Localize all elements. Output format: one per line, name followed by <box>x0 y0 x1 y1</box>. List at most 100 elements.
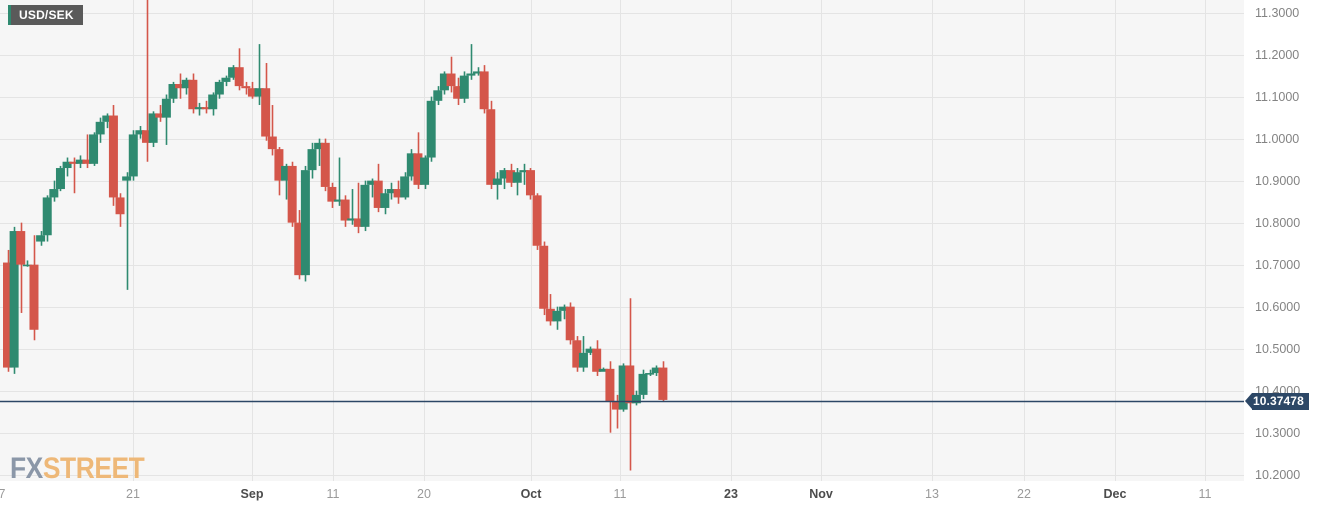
candle <box>300 165 310 282</box>
candle-body <box>446 73 456 87</box>
candle <box>142 0 152 162</box>
candle-body <box>42 197 52 236</box>
candle-body <box>459 75 469 99</box>
x-tick-label: 20 <box>417 487 431 501</box>
candle-body <box>300 170 310 276</box>
candle <box>234 48 244 91</box>
candle-body <box>340 199 350 221</box>
candle-body <box>598 368 608 372</box>
candle <box>545 294 555 326</box>
candle-body <box>347 218 357 221</box>
candle-body <box>479 71 489 110</box>
candle-body <box>122 176 132 181</box>
candle <box>55 165 65 192</box>
candle-body <box>532 195 542 246</box>
candle-body <box>433 90 443 101</box>
candle-body <box>115 197 125 215</box>
candle-body <box>612 401 622 410</box>
candle <box>115 193 125 227</box>
candle-body <box>539 245 549 309</box>
candle <box>254 44 264 106</box>
candle <box>247 81 257 99</box>
x-tick-label: 7 <box>0 487 6 501</box>
candle-body <box>360 184 370 227</box>
candle-body <box>95 121 105 135</box>
candle <box>625 298 635 471</box>
candle-body <box>307 149 317 171</box>
candle <box>122 172 132 290</box>
y-tick-label: 11.1000 <box>1255 89 1300 104</box>
candle <box>658 361 668 402</box>
candle <box>148 111 158 148</box>
candle <box>175 73 185 99</box>
candle <box>261 63 271 141</box>
candle <box>479 65 489 114</box>
candle <box>559 304 569 320</box>
candle-body <box>161 98 171 118</box>
candle-body <box>194 107 204 110</box>
candle <box>241 81 251 95</box>
candle-body <box>320 142 330 187</box>
candle-body <box>400 176 410 198</box>
candle <box>400 172 410 200</box>
candle <box>598 367 608 372</box>
x-tick-label: 11 <box>613 487 627 501</box>
candle-body <box>499 170 509 179</box>
x-tick-label: Sep <box>240 487 264 501</box>
candle-body <box>254 88 264 97</box>
candle <box>499 168 509 190</box>
candle <box>572 336 582 372</box>
candle-body <box>208 94 218 110</box>
candle <box>539 241 549 316</box>
candle <box>565 302 575 345</box>
candle-body <box>168 84 178 99</box>
candle <box>161 94 171 145</box>
candle <box>347 189 357 225</box>
candle-body <box>605 368 615 402</box>
candle-body <box>36 235 46 242</box>
candle <box>128 130 138 181</box>
candle <box>75 155 85 169</box>
candle <box>102 113 112 129</box>
candle <box>426 96 436 162</box>
candle <box>9 226 19 374</box>
candle <box>181 77 191 95</box>
candle-body <box>62 161 72 169</box>
candle-body <box>22 264 32 267</box>
candle <box>393 180 403 204</box>
candle <box>453 77 463 106</box>
candle-body <box>16 231 26 265</box>
candle <box>592 340 602 376</box>
candle-body <box>221 77 231 82</box>
candle <box>334 157 343 206</box>
candle <box>201 100 211 114</box>
candle <box>214 79 224 99</box>
candle <box>486 100 496 190</box>
candle-body <box>492 178 502 185</box>
instrument-badge: USD/SEK <box>8 5 83 25</box>
candle-body <box>142 130 152 143</box>
x-tick-label: Oct <box>520 487 542 501</box>
candle <box>446 56 456 93</box>
candle-body <box>473 71 483 74</box>
candle-body <box>453 86 463 99</box>
candle <box>406 149 416 181</box>
candle-body <box>9 231 19 368</box>
plot-area[interactable] <box>0 0 1244 481</box>
candle-body <box>373 180 383 208</box>
candle-body <box>426 100 436 158</box>
candle <box>208 92 218 116</box>
candle-body <box>188 79 198 110</box>
candle <box>228 65 238 80</box>
candle-body <box>175 84 185 89</box>
candle-body <box>214 81 224 95</box>
fxstreet-watermark: FXSTREET <box>10 452 145 486</box>
candle-body <box>367 180 377 185</box>
candle <box>386 182 396 200</box>
candle <box>638 369 648 400</box>
candle <box>95 117 105 143</box>
last-price-value: 10.37478 <box>1252 392 1309 410</box>
x-tick-label: 13 <box>925 487 939 501</box>
candle <box>420 155 430 190</box>
